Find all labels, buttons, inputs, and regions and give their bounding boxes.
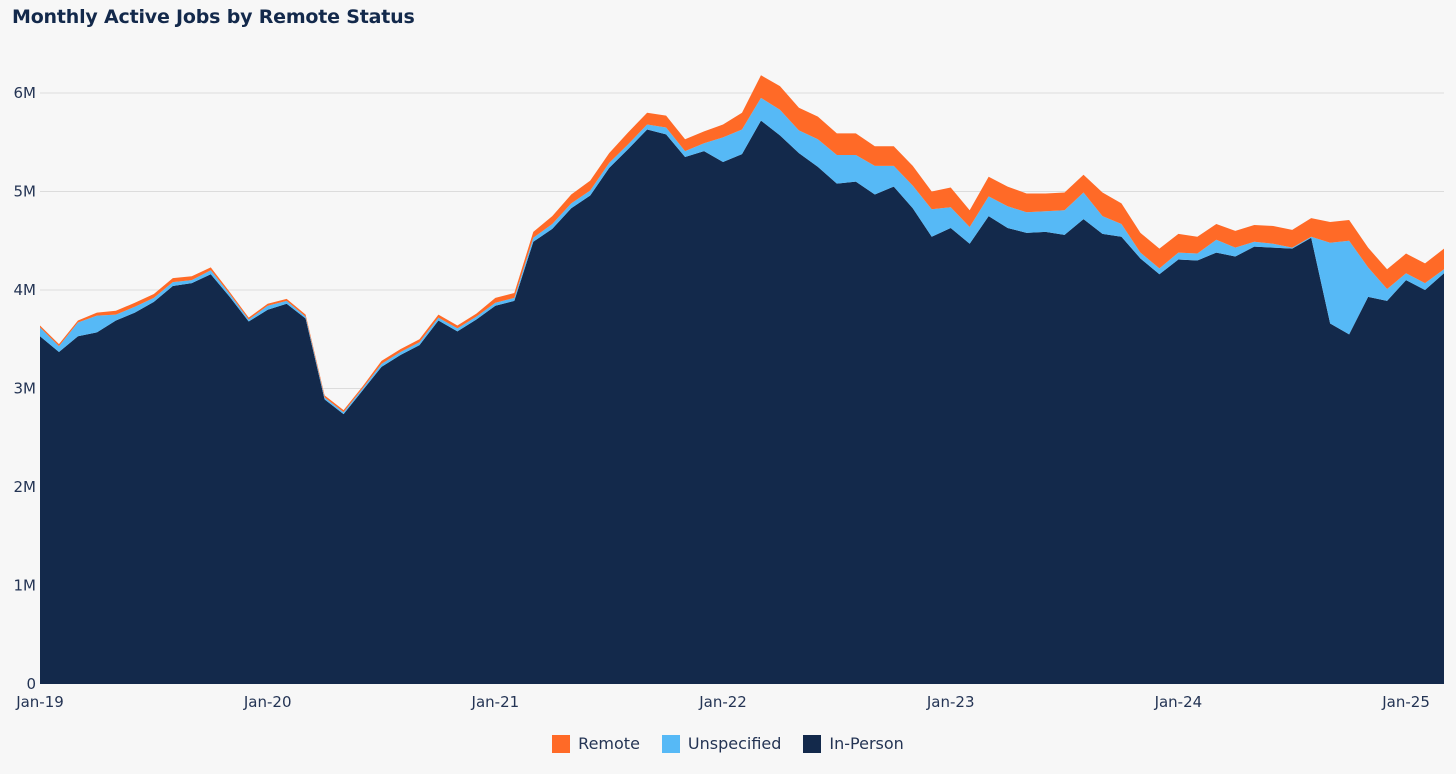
x-tick-label: Jan-24 (1154, 693, 1203, 711)
legend-item[interactable]: Remote (552, 734, 640, 753)
legend-swatch (803, 734, 822, 753)
y-tick-label: 2M (14, 478, 37, 496)
x-tick-label: Jan-22 (698, 693, 747, 711)
x-tick-label: Jan-20 (243, 693, 292, 711)
legend-label: Unspecified (687, 734, 782, 753)
legend-swatch (552, 734, 571, 753)
y-tick-label: 5M (14, 183, 37, 201)
y-tick-label: 3M (14, 380, 37, 398)
x-tick-label: Jan-21 (471, 693, 520, 711)
legend-item[interactable]: Unspecified (661, 734, 782, 753)
legend-label: In-Person (829, 734, 904, 753)
y-tick-label: 4M (14, 281, 37, 299)
x-tick-label: Jan-25 (1381, 693, 1430, 711)
y-tick-label: 1M (14, 577, 37, 595)
x-tick-label: Jan-23 (926, 693, 975, 711)
x-tick-label: Jan-19 (15, 693, 64, 711)
y-tick-label: 6M (14, 84, 37, 102)
area-in-person (40, 120, 1444, 684)
y-tick-label: 0 (26, 675, 36, 693)
legend-item[interactable]: In-Person (803, 734, 904, 753)
legend-label: Remote (578, 734, 640, 753)
legend: Remote Unspecified In-Person (0, 734, 1456, 753)
chart-title: Monthly Active Jobs by Remote Status (12, 6, 415, 28)
legend-swatch (661, 734, 680, 753)
